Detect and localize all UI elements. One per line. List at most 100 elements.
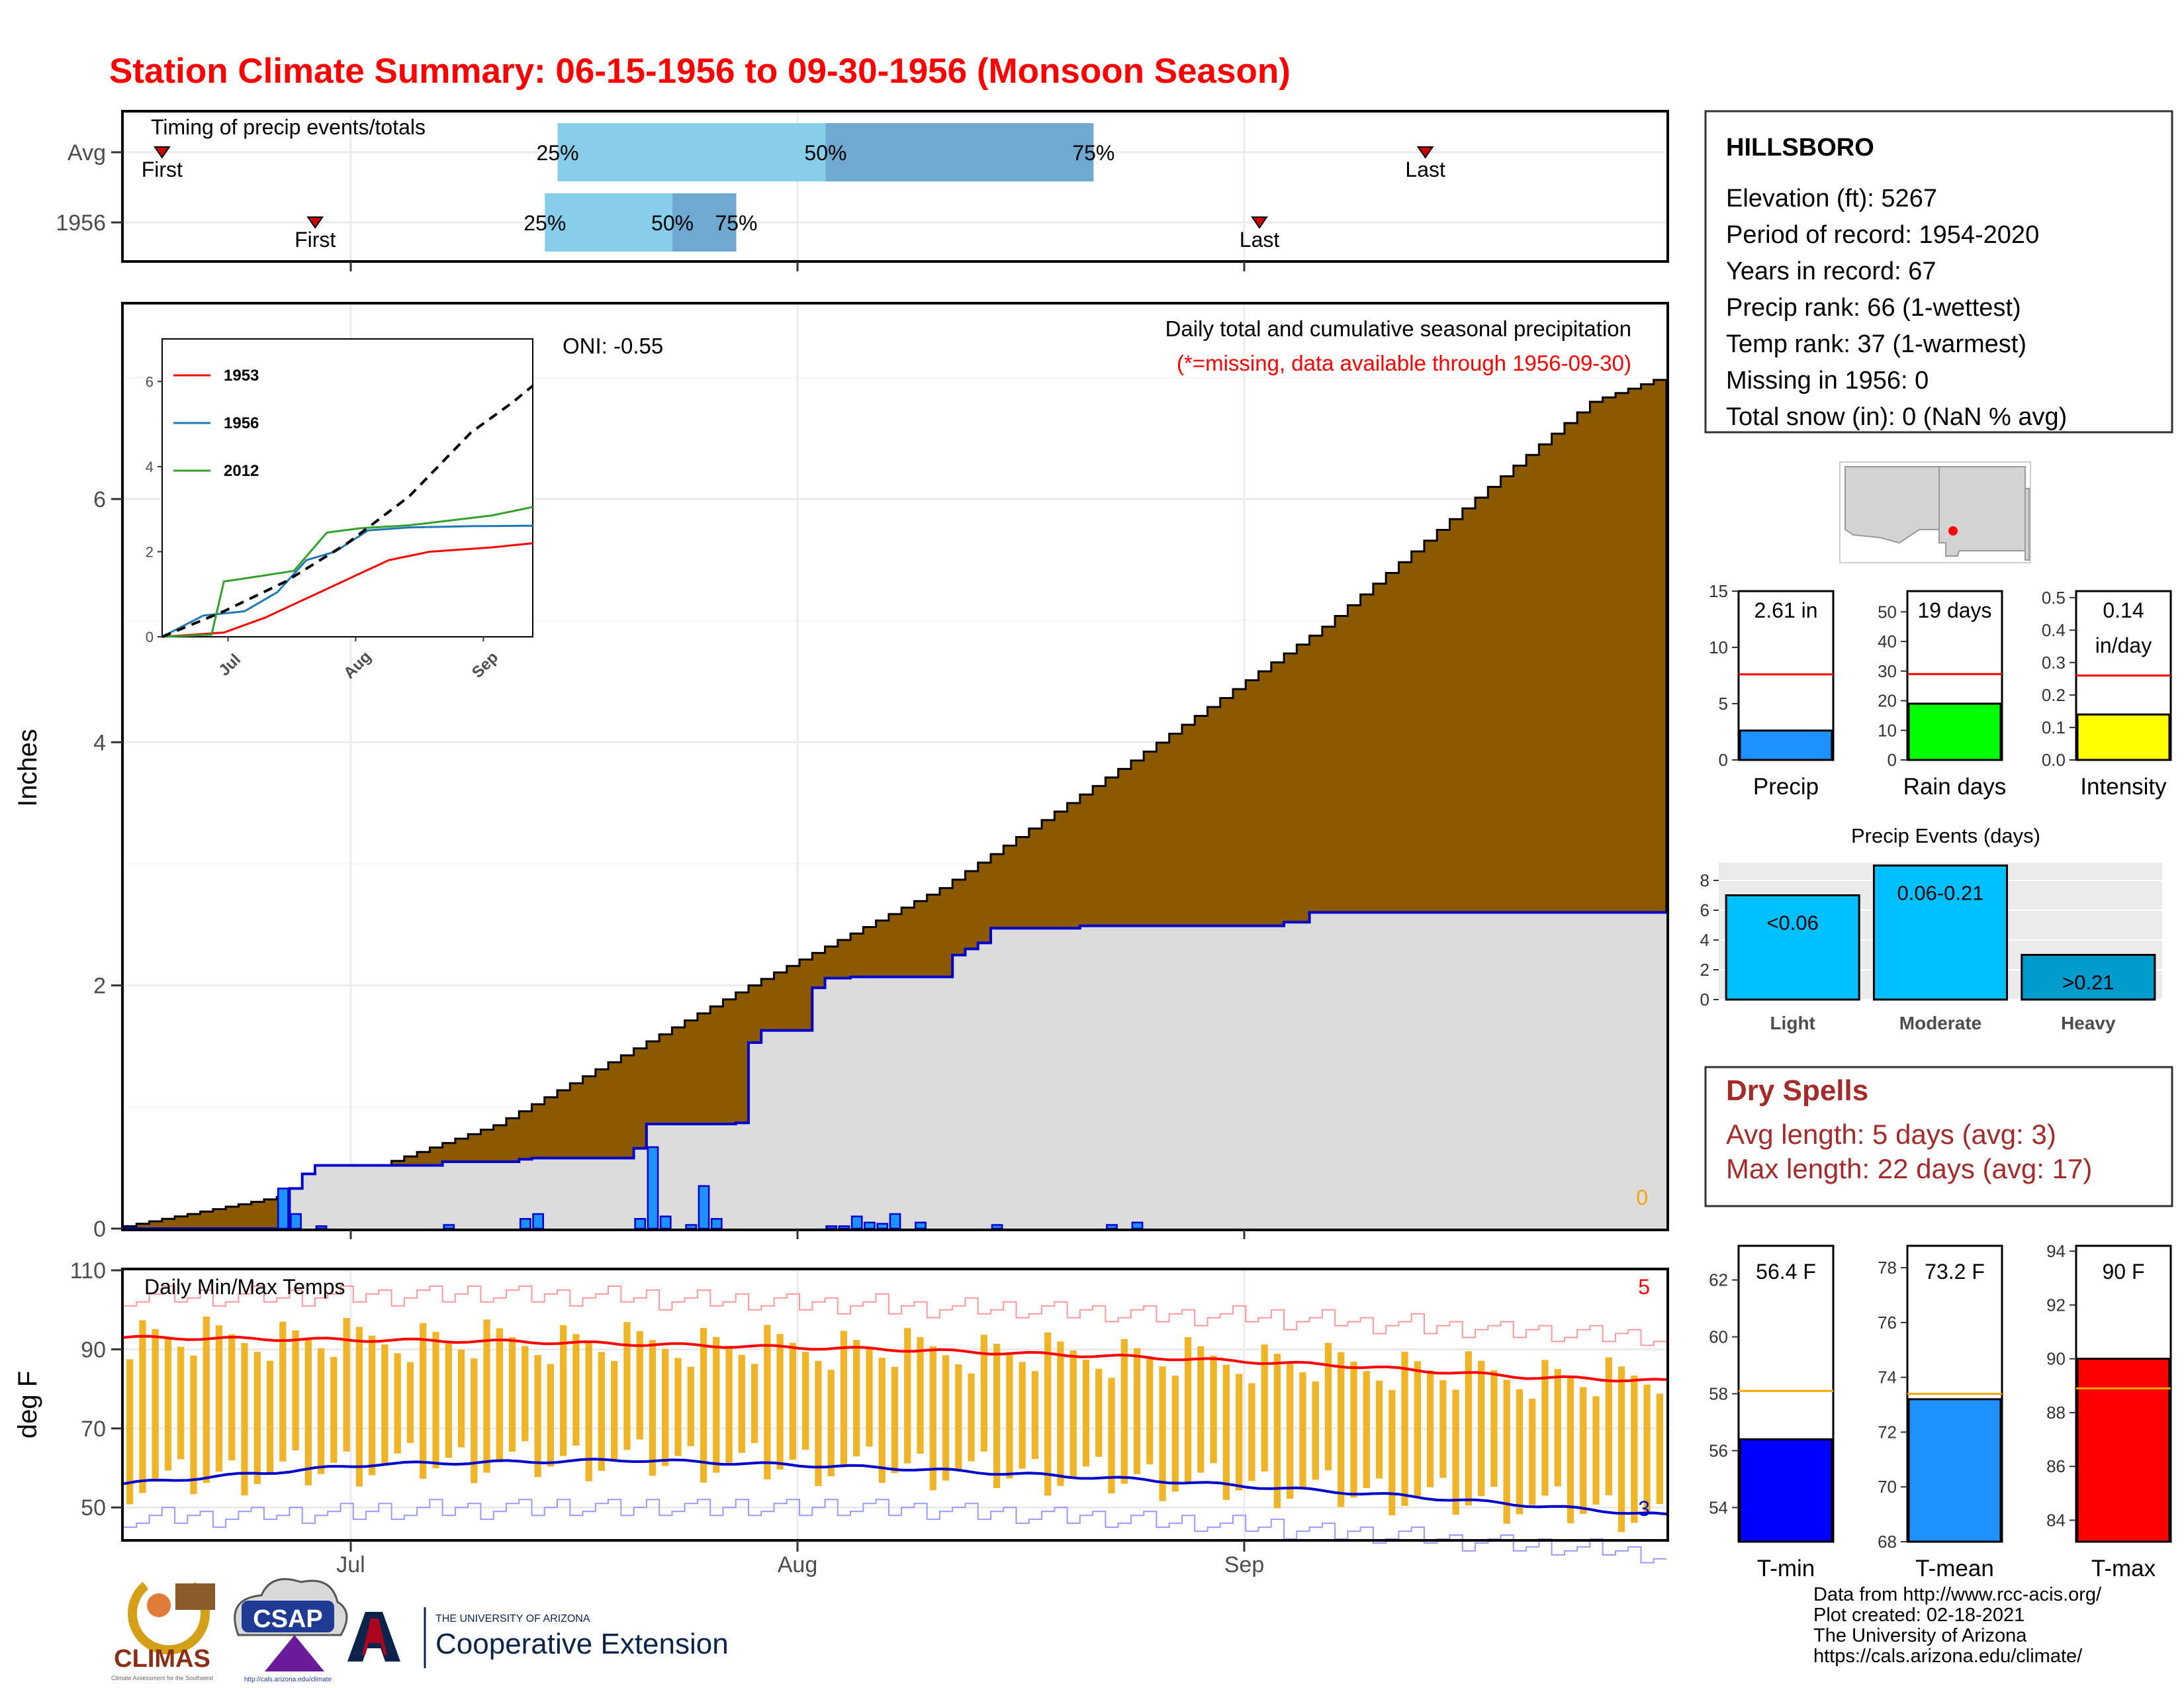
mini-bar-tick-label: 10	[1878, 720, 1897, 740]
temp-bar-tick-label: 54	[1709, 1497, 1728, 1517]
precip-panel: Daily total and cumulative seasonal prec…	[13, 302, 1669, 1242]
daily-temp-bar	[1197, 1346, 1205, 1473]
daily-temp-bar	[177, 1346, 185, 1460]
daily-temp-bar	[1044, 1332, 1052, 1496]
y-tick-label: 2	[93, 974, 106, 999]
daily-temp-bar	[1631, 1375, 1638, 1523]
daily-temp-bar	[649, 1340, 657, 1476]
timing-bar-q50-q75	[825, 123, 1094, 181]
daily-temp-bar	[1287, 1363, 1294, 1499]
daily-temp-bar	[1031, 1371, 1039, 1460]
inset-legend: 1953 1956 2012	[173, 367, 259, 480]
daily-temp-bar	[317, 1348, 325, 1474]
daily-temp-bar	[508, 1336, 516, 1452]
season-cumulative-line	[124, 911, 1666, 1230]
daily-temp-bar	[457, 1349, 465, 1448]
daily-precip-bar	[825, 1225, 838, 1230]
daily-temp-bar	[1656, 1393, 1663, 1505]
daily-temp-bar	[126, 1359, 134, 1505]
daily-temp-bar	[725, 1346, 733, 1463]
mini-bar-tick-label: 30	[1878, 661, 1897, 681]
footer-line: Data from http://www.rcc-acis.org/	[1813, 1584, 2102, 1605]
daily-temp-bar	[585, 1342, 592, 1481]
daily-temp-bar	[789, 1342, 797, 1460]
daily-temp-bar	[929, 1346, 936, 1491]
legend-label: 1956	[224, 414, 259, 432]
mini-bar-tick-label: 0.2	[2042, 685, 2066, 705]
daily-temp-bar	[968, 1373, 975, 1462]
daily-precip-bar	[634, 1218, 647, 1230]
y-tick-label: 4	[93, 730, 106, 755]
dry-spells-box: Dry Spells Avg length: 5 days (avg: 3) M…	[1704, 1066, 2173, 1207]
y-tick-label: 50	[81, 1495, 106, 1521]
timing-label-q50: 50%	[804, 141, 846, 165]
temp-bar-tick-label: 78	[1878, 1258, 1897, 1278]
mini-bar-intensity	[2076, 713, 2171, 761]
station-line: Temp rank: 37 (1-warmest)	[1726, 330, 2026, 358]
daily-temp-bar	[1248, 1383, 1255, 1481]
daily-precip-bar	[685, 1224, 698, 1230]
daily-precip-bar	[991, 1224, 1003, 1230]
timing-label-q75: 75%	[715, 211, 757, 235]
daily-temp-bar	[764, 1325, 771, 1479]
mini-bar-tick-label: 0.3	[2042, 653, 2066, 673]
timing-label-q75: 75%	[1072, 141, 1115, 165]
daily-temp-bar	[942, 1355, 950, 1481]
temp-corner-top: 5	[1638, 1275, 1650, 1299]
mini-bar-value-label: 0.14	[2103, 598, 2144, 622]
daily-temp-bar	[1478, 1360, 1485, 1497]
events-plot: 0 2 4 6 8 <0.06 Light 0.06-0.21 Moderate >0.21 Hea…	[1700, 865, 2162, 1033]
mini-bar-tick-label: 10	[1709, 637, 1728, 657]
daily-temp-bar	[1592, 1396, 1600, 1505]
daily-temp-bar	[522, 1346, 529, 1442]
record-high-line	[124, 1285, 1666, 1346]
mini-bar-value-unit: in/day	[2095, 633, 2152, 657]
timing-label-first: First	[295, 228, 336, 252]
mini-bar-axis-label: Precip	[1753, 774, 1819, 800]
events-tick-label: 6	[1700, 900, 1709, 920]
daily-temp-bar	[904, 1328, 911, 1464]
daily-temp-bar	[1312, 1381, 1319, 1480]
dry-spells-title: Dry Spells	[1726, 1074, 1868, 1107]
inset-y-tick-label: 6	[146, 373, 154, 390]
climas-logo-block	[175, 1583, 215, 1610]
daily-temp-bar	[866, 1348, 873, 1447]
y-tick-label: 70	[81, 1417, 106, 1442]
daily-precip-bar	[519, 1218, 531, 1230]
events-bar-label: <0.06	[1766, 912, 1818, 935]
station-line: Missing in 1956: 0	[1726, 367, 1929, 395]
daily-temp-bar	[891, 1366, 899, 1474]
daily-temp-bar	[279, 1321, 287, 1462]
dry-spells-frame	[1704, 1066, 2173, 1207]
daily-temp-bar	[292, 1330, 299, 1450]
mini-bar-tick-label: 0.5	[2042, 588, 2066, 608]
daily-temp-bar	[1019, 1362, 1026, 1469]
csap-logo-text: CSAP	[253, 1605, 323, 1633]
daily-temp-bar	[215, 1325, 223, 1472]
mini-bar-precip	[1739, 729, 1833, 761]
mini-bar-tick-label: 0	[1719, 750, 1728, 770]
mini-bar-value-label: 19 days	[1917, 598, 1991, 622]
temp-bar-tick-label: 74	[1878, 1368, 1897, 1387]
daily-temp-bar	[980, 1335, 987, 1452]
figure-title: Station Climate Summary: 06-15-1956 to 0…	[109, 52, 1291, 91]
daily-temp-bar	[878, 1358, 886, 1483]
daily-temp-bar	[955, 1364, 962, 1472]
mini-bar-rain-days	[1907, 702, 2002, 761]
daily-temp-bar	[406, 1362, 414, 1443]
daily-temp-bar	[840, 1331, 848, 1467]
temp-bar-tick-label: 94	[2046, 1241, 2066, 1261]
temp-corner-bottom: 3	[1638, 1497, 1650, 1521]
y-tick-label: 0	[93, 1217, 106, 1242]
avg-tmin-line	[123, 1458, 1667, 1516]
mini-bar-tick-label: 20	[1878, 691, 1897, 711]
daily-temp-bar	[369, 1335, 376, 1476]
daily-temp-bar	[253, 1352, 261, 1485]
daily-temp-bar	[394, 1353, 401, 1454]
x-tick-label: Aug	[778, 1552, 818, 1577]
footer-line: The University of Arizona	[1813, 1625, 2027, 1646]
daily-temp-bar	[1375, 1380, 1383, 1479]
daily-temp-bar	[1529, 1399, 1536, 1505]
precip-header: Daily total and cumulative seasonal prec…	[1165, 316, 1631, 341]
